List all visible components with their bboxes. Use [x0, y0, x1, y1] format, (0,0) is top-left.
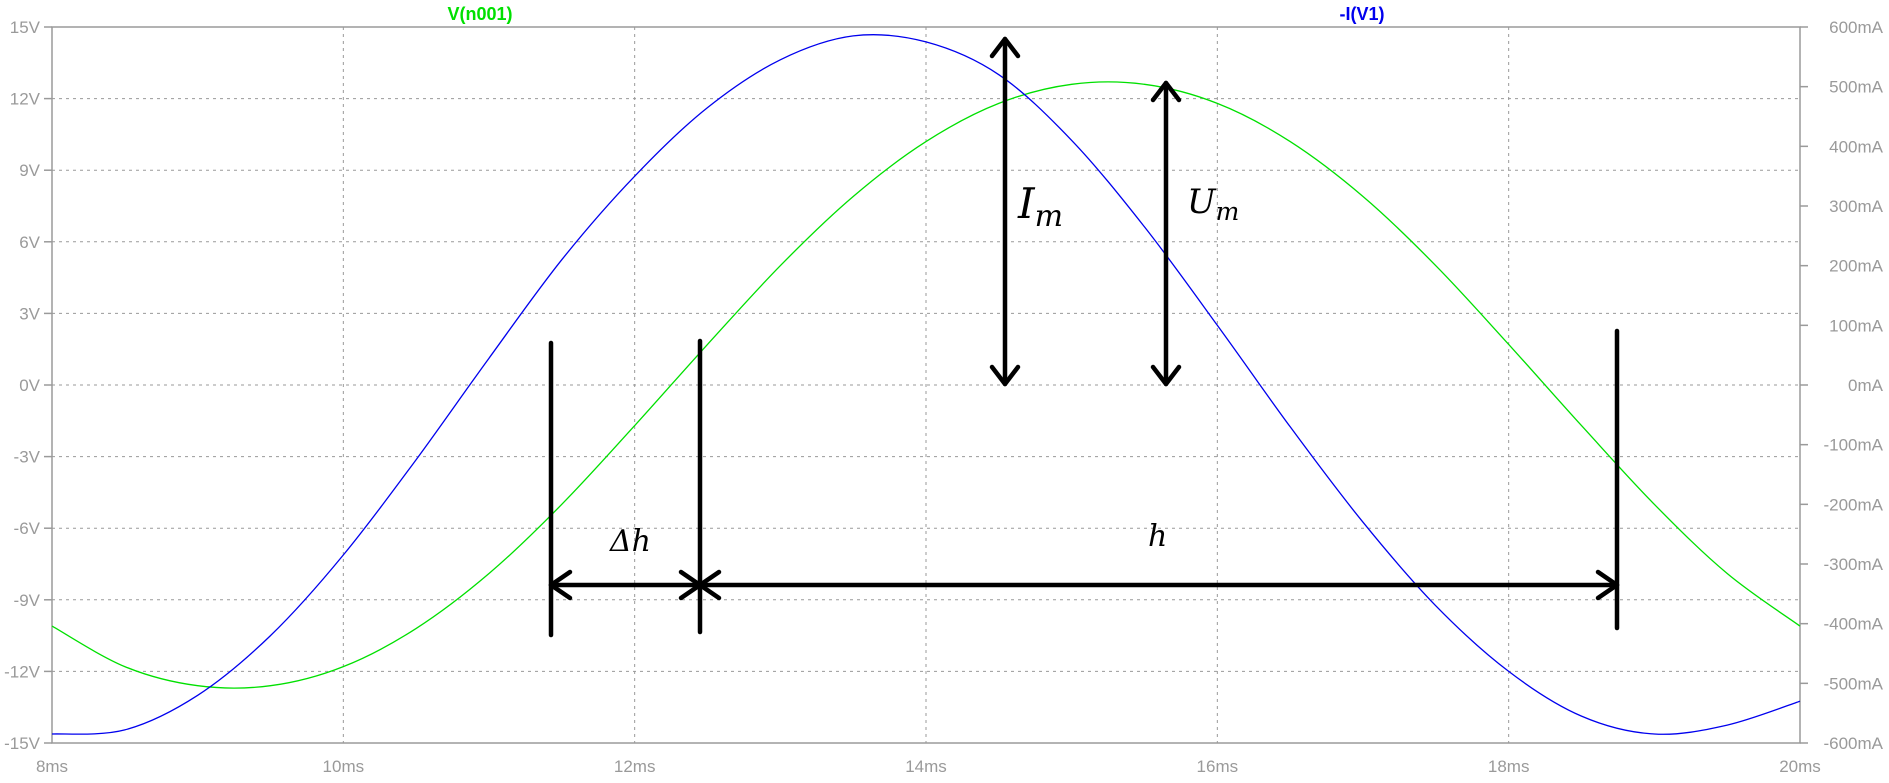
y-left-tick-label: -9V [14, 591, 41, 610]
h-arrow-head-left [697, 569, 722, 601]
y-right-tick-label: -500mA [1823, 674, 1883, 693]
x-tick-labels: 8ms 10ms 12ms 14ms 16ms 18ms 20ms [36, 757, 1821, 776]
series-line-voltage [51, 81, 1801, 689]
grid-lines [52, 27, 1800, 743]
y-right-tick-label: -400mA [1823, 615, 1883, 634]
series-label-current: -I(V1) [1340, 4, 1385, 24]
h-label: h [1148, 519, 1167, 554]
series-label-voltage: V(n001) [447, 4, 512, 24]
um-label: Um [1187, 182, 1239, 226]
y-left-tick-labels: 15V 12V 9V 6V 3V 0V -3V -6V -9V -12V -15V [4, 18, 52, 753]
y-left-tick-label: 15V [10, 18, 41, 37]
y-left-tick-label: -6V [14, 519, 41, 538]
annotation-markers [548, 36, 1620, 638]
h-arrow-head-right [1595, 569, 1620, 601]
y-right-tick-label: -300mA [1823, 555, 1883, 574]
im-label: Im [1017, 179, 1063, 234]
y-right-tick-label: 500mA [1829, 78, 1884, 97]
x-tick-label: 18ms [1488, 757, 1530, 776]
y-right-tick-label: -100mA [1823, 436, 1883, 455]
y-left-tick-label: 3V [19, 304, 40, 323]
y-left-tick-label: 6V [19, 233, 40, 252]
series-line-current [51, 34, 1801, 735]
im-arrow-head-top [989, 36, 1021, 59]
um-arrow-head-top [1150, 80, 1182, 103]
y-left-tick-label: 9V [19, 161, 40, 180]
y-right-tick-label: 300mA [1829, 197, 1884, 216]
y-right-tick-label: -200mA [1823, 495, 1883, 514]
y-right-tick-label: 200mA [1829, 257, 1884, 276]
x-tick-label: 14ms [905, 757, 947, 776]
im-arrow-head-bottom [989, 364, 1021, 387]
y-left-tick-label: -15V [4, 734, 41, 753]
x-tick-label: 16ms [1197, 757, 1239, 776]
y-left-tick-label: 0V [19, 376, 40, 395]
x-tick-label: 10ms [323, 757, 365, 776]
y-right-tick-label: 400mA [1829, 137, 1884, 156]
um-arrow-head-bottom [1150, 364, 1182, 387]
y-right-tick-label: 600mA [1829, 18, 1884, 37]
x-tick-label: 20ms [1779, 757, 1821, 776]
delta-h-label: Δh [609, 524, 651, 559]
series-lines [51, 34, 1801, 735]
x-tick-label: 12ms [614, 757, 656, 776]
y-right-tick-labels: 600mA 500mA 400mA 300mA 200mA 100mA 0mA -100mA -… [1800, 18, 1884, 753]
y-left-tick-label: 12V [10, 90, 41, 109]
x-tick-label: 8ms [36, 757, 68, 776]
y-left-tick-label: -3V [14, 448, 41, 467]
y-right-tick-label: -600mA [1823, 734, 1883, 753]
y-right-tick-label: 0mA [1848, 376, 1884, 395]
y-left-tick-label: -12V [4, 662, 41, 681]
delta-h-arrow-head-left [548, 569, 573, 601]
y-right-tick-label: 100mA [1829, 316, 1884, 335]
